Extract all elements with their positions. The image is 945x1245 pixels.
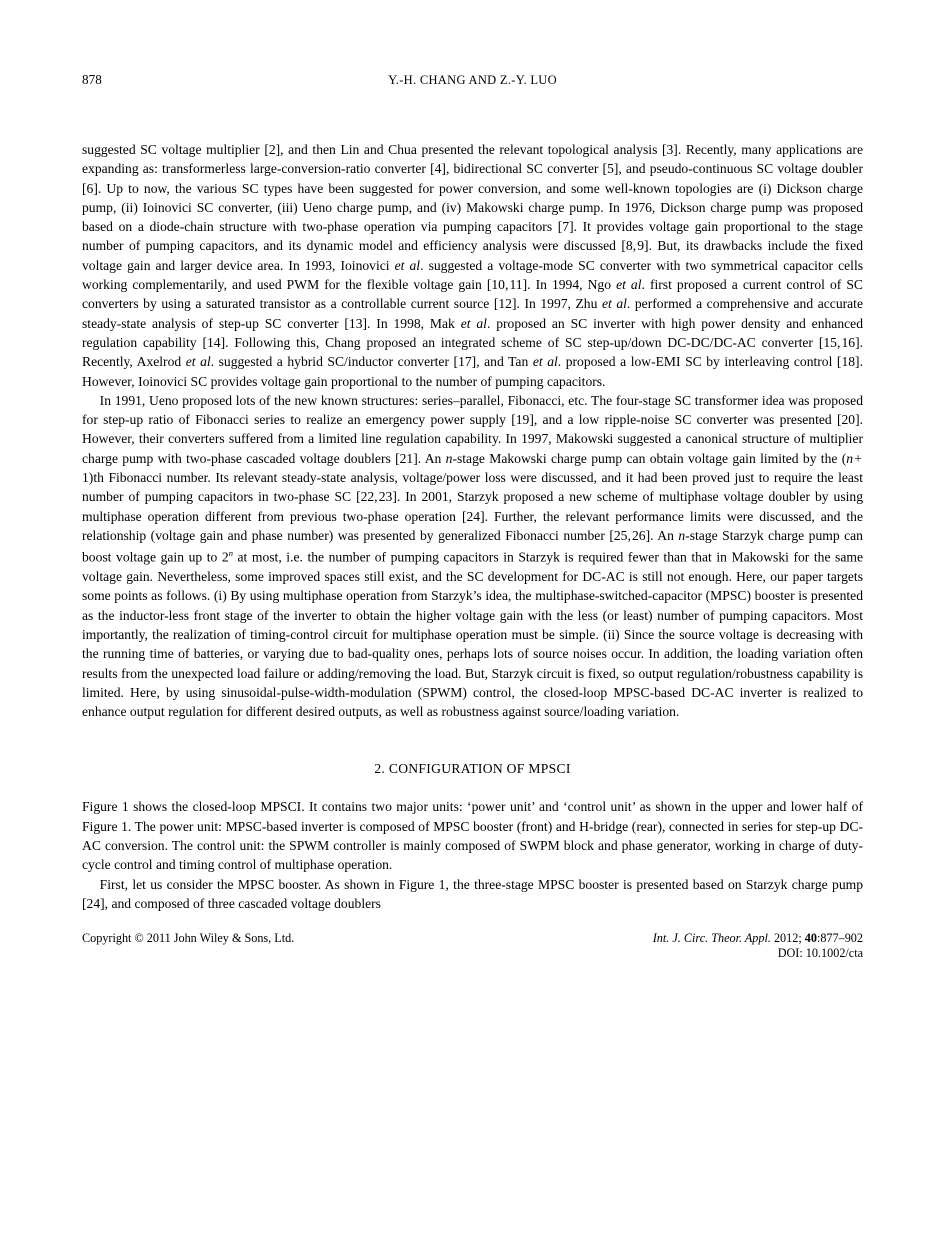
body-text: suggested SC voltage multiplier [2], and… xyxy=(82,140,863,721)
section-body: Figure 1 shows the closed-loop MPSCI. It… xyxy=(82,797,863,913)
journal-citation: Int. J. Circ. Theor. Appl. 2012; 40:877–… xyxy=(653,931,863,961)
copyright-text: Copyright © 2011 John Wiley & Sons, Ltd. xyxy=(82,931,294,946)
body-paragraph-1: suggested SC voltage multiplier [2], and… xyxy=(82,140,863,391)
journal-citation-line1: Int. J. Circ. Theor. Appl. 2012; 40:877–… xyxy=(653,931,863,945)
section-heading: 2. CONFIGURATION OF MPSCI xyxy=(82,761,863,777)
journal-doi: DOI: 10.1002/cta xyxy=(653,946,863,961)
section-paragraph-2: First, let us consider the MPSC booster.… xyxy=(82,875,863,914)
section-paragraph-1: Figure 1 shows the closed-loop MPSCI. It… xyxy=(82,797,863,874)
page-number: 878 xyxy=(82,72,102,88)
running-head: Y.-H. CHANG AND Z.-Y. LUO xyxy=(102,73,843,88)
body-paragraph-2: In 1991, Ueno proposed lots of the new k… xyxy=(82,391,863,722)
page-header: 878 Y.-H. CHANG AND Z.-Y. LUO 000 xyxy=(82,72,863,88)
page-footer: Copyright © 2011 John Wiley & Sons, Ltd.… xyxy=(82,931,863,961)
